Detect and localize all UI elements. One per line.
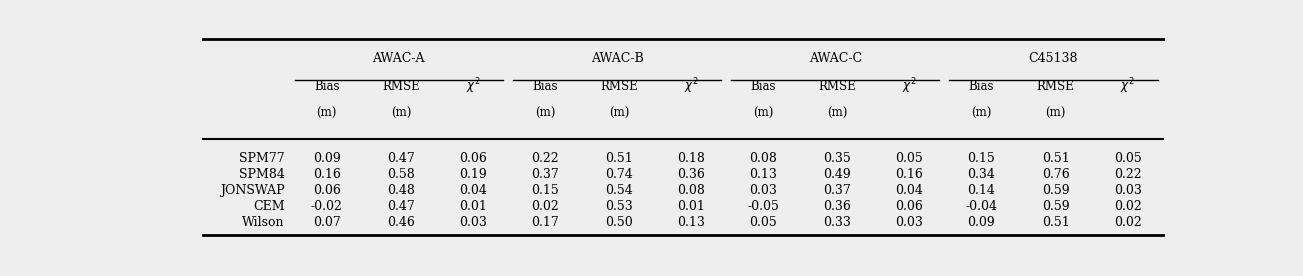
Text: 0.16: 0.16 xyxy=(313,168,340,181)
Text: (m): (m) xyxy=(609,107,629,120)
Text: 0.15: 0.15 xyxy=(968,152,995,164)
Text: SPM77: SPM77 xyxy=(238,152,284,164)
Text: C45138: C45138 xyxy=(1029,52,1078,65)
Text: (m): (m) xyxy=(827,107,847,120)
Text: RMSE: RMSE xyxy=(1037,80,1075,93)
Text: 0.54: 0.54 xyxy=(606,184,633,197)
Text: Bias: Bias xyxy=(751,80,777,93)
Text: (m): (m) xyxy=(753,107,774,120)
Text: 0.07: 0.07 xyxy=(313,216,340,229)
Text: 0.15: 0.15 xyxy=(532,184,559,197)
Text: 0.02: 0.02 xyxy=(1114,200,1141,213)
Text: RMSE: RMSE xyxy=(818,80,856,93)
Text: 0.49: 0.49 xyxy=(823,168,851,181)
Text: 0.51: 0.51 xyxy=(1042,216,1070,229)
Text: 0.13: 0.13 xyxy=(678,216,705,229)
Text: 0.74: 0.74 xyxy=(606,168,633,181)
Text: (m): (m) xyxy=(971,107,992,120)
Text: (m): (m) xyxy=(391,107,412,120)
Text: 0.51: 0.51 xyxy=(1042,152,1070,164)
Text: CEM: CEM xyxy=(253,200,284,213)
Text: (m): (m) xyxy=(317,107,337,120)
Text: 0.16: 0.16 xyxy=(895,168,924,181)
Text: 0.59: 0.59 xyxy=(1042,200,1070,213)
Text: -0.02: -0.02 xyxy=(311,200,343,213)
Text: 0.47: 0.47 xyxy=(387,152,414,164)
Text: 0.05: 0.05 xyxy=(895,152,924,164)
Text: 0.03: 0.03 xyxy=(459,216,487,229)
Text: SPM84: SPM84 xyxy=(238,168,284,181)
Text: (m): (m) xyxy=(1045,107,1066,120)
Text: 0.18: 0.18 xyxy=(678,152,705,164)
Text: Bias: Bias xyxy=(968,80,994,93)
Text: Bias: Bias xyxy=(314,80,340,93)
Text: RMSE: RMSE xyxy=(382,80,420,93)
Text: 0.08: 0.08 xyxy=(749,152,777,164)
Text: 0.14: 0.14 xyxy=(968,184,995,197)
Text: 0.02: 0.02 xyxy=(532,200,559,213)
Text: 0.04: 0.04 xyxy=(895,184,924,197)
Text: 0.36: 0.36 xyxy=(678,168,705,181)
Text: 0.02: 0.02 xyxy=(1114,216,1141,229)
Text: 0.06: 0.06 xyxy=(895,200,924,213)
Text: 0.19: 0.19 xyxy=(459,168,487,181)
Text: $\chi^2$: $\chi^2$ xyxy=(902,76,917,96)
Text: -0.04: -0.04 xyxy=(966,200,998,213)
Text: $\chi^2$: $\chi^2$ xyxy=(465,76,481,96)
Text: 0.22: 0.22 xyxy=(1114,168,1141,181)
Text: Wilson: Wilson xyxy=(242,216,284,229)
Text: JONSWAP: JONSWAP xyxy=(220,184,284,197)
Text: 0.04: 0.04 xyxy=(459,184,487,197)
Text: 0.03: 0.03 xyxy=(1114,184,1141,197)
Text: 0.13: 0.13 xyxy=(749,168,777,181)
Text: 0.09: 0.09 xyxy=(968,216,995,229)
Text: AWAC-C: AWAC-C xyxy=(809,52,861,65)
Text: 0.47: 0.47 xyxy=(387,200,414,213)
Text: 0.01: 0.01 xyxy=(459,200,487,213)
Text: 0.03: 0.03 xyxy=(749,184,777,197)
Text: 0.22: 0.22 xyxy=(532,152,559,164)
Text: 0.51: 0.51 xyxy=(606,152,633,164)
Text: AWAC-A: AWAC-A xyxy=(373,52,425,65)
Text: 0.05: 0.05 xyxy=(1114,152,1141,164)
Text: $\chi^2$: $\chi^2$ xyxy=(684,76,698,96)
Text: 0.03: 0.03 xyxy=(895,216,924,229)
Text: 0.76: 0.76 xyxy=(1042,168,1070,181)
Text: (m): (m) xyxy=(534,107,555,120)
Text: 0.53: 0.53 xyxy=(606,200,633,213)
Text: 0.17: 0.17 xyxy=(532,216,559,229)
Text: 0.34: 0.34 xyxy=(968,168,995,181)
Text: 0.35: 0.35 xyxy=(823,152,851,164)
Text: AWAC-B: AWAC-B xyxy=(590,52,644,65)
Text: 0.05: 0.05 xyxy=(749,216,777,229)
Text: 0.37: 0.37 xyxy=(823,184,851,197)
Text: 0.58: 0.58 xyxy=(387,168,414,181)
Text: 0.59: 0.59 xyxy=(1042,184,1070,197)
Text: 0.37: 0.37 xyxy=(532,168,559,181)
Text: $\chi^2$: $\chi^2$ xyxy=(1121,76,1135,96)
Text: -0.05: -0.05 xyxy=(747,200,779,213)
Text: 0.46: 0.46 xyxy=(387,216,414,229)
Text: 0.36: 0.36 xyxy=(823,200,851,213)
Text: 0.33: 0.33 xyxy=(823,216,851,229)
Text: 0.06: 0.06 xyxy=(459,152,487,164)
Text: Bias: Bias xyxy=(532,80,558,93)
Text: RMSE: RMSE xyxy=(601,80,638,93)
Text: 0.08: 0.08 xyxy=(678,184,705,197)
Text: 0.48: 0.48 xyxy=(387,184,414,197)
Text: 0.01: 0.01 xyxy=(678,200,705,213)
Text: 0.09: 0.09 xyxy=(313,152,340,164)
Text: 0.06: 0.06 xyxy=(313,184,340,197)
Text: 0.50: 0.50 xyxy=(606,216,633,229)
